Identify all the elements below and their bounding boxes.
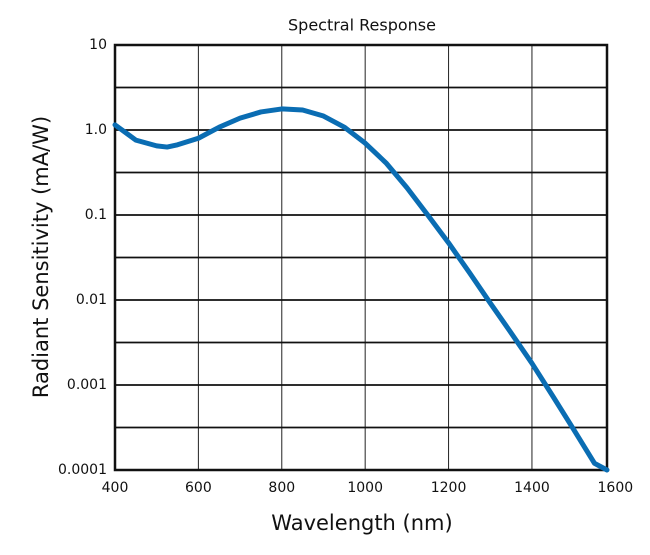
chart-title: Spectral Response <box>288 16 436 35</box>
y-tick-label: 0.1 <box>85 207 107 223</box>
x-axis-label: Wavelength (nm) <box>271 511 452 535</box>
x-tick-label: 400 <box>102 480 129 496</box>
x-tick-label: 1000 <box>347 480 383 496</box>
x-tick-label: 1600 <box>598 480 634 496</box>
y-tick-label: 1.0 <box>85 122 107 138</box>
x-tick-label: 800 <box>268 480 295 496</box>
y-tick-label: 10 <box>89 37 107 53</box>
plot-frame <box>113 43 609 472</box>
y-tick-label: 0.001 <box>67 377 107 393</box>
data-line <box>112 106 610 473</box>
x-tick-label: 1200 <box>431 480 467 496</box>
x-tick-label: 600 <box>185 480 212 496</box>
y-tick-label: 0.01 <box>76 292 107 308</box>
y-tick-label: 0.0001 <box>58 462 107 478</box>
y-axis-label: Radiant Sensitivity (mA/W) <box>29 116 53 398</box>
x-tick-label: 1400 <box>514 480 550 496</box>
